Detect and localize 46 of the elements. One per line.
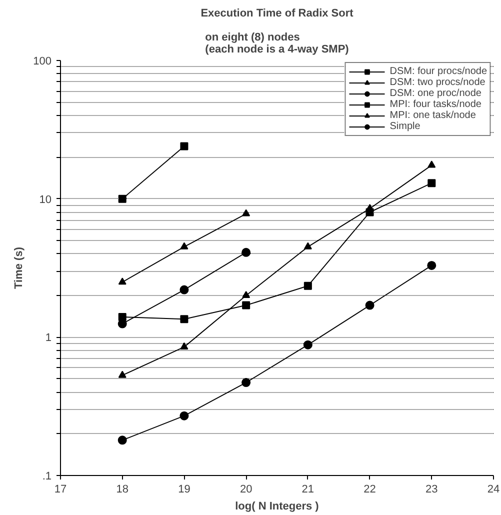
y-tick-label: 100 bbox=[33, 56, 52, 68]
x-tick-label: 20 bbox=[240, 484, 252, 496]
point bbox=[118, 278, 126, 285]
y-tick-label: 10 bbox=[39, 194, 52, 206]
point bbox=[180, 315, 188, 324]
legend-label: Simple bbox=[390, 121, 420, 132]
x-tick-label: 22 bbox=[364, 484, 376, 496]
x-tick-label: 18 bbox=[116, 484, 128, 496]
chart-subtitle: on eight (8) nodes (each node is a 4-way SMP) bbox=[205, 32, 350, 56]
chart-title: Execution Time of Radix Sort bbox=[200, 8, 354, 20]
point bbox=[118, 370, 126, 378]
point bbox=[428, 179, 436, 188]
point bbox=[366, 204, 374, 212]
point bbox=[242, 209, 250, 216]
point bbox=[118, 194, 126, 203]
point bbox=[427, 260, 436, 270]
x-tick-label: 17 bbox=[54, 484, 67, 496]
legend-label: DSM: four procs/node bbox=[390, 66, 487, 77]
legend-label: DSM: two procs/node bbox=[390, 77, 486, 88]
point bbox=[180, 142, 188, 150]
point bbox=[180, 342, 188, 350]
point bbox=[428, 160, 436, 168]
point bbox=[242, 301, 250, 310]
point bbox=[242, 290, 250, 298]
point bbox=[242, 378, 251, 388]
x-tick-label: 23 bbox=[426, 484, 438, 496]
x-tick-label: 19 bbox=[178, 484, 190, 496]
x-axis-title: log( N Integers ) bbox=[235, 500, 320, 512]
y-tick-label: 1 bbox=[45, 332, 52, 344]
y-tick-label: .1 bbox=[42, 470, 52, 482]
point bbox=[365, 300, 374, 310]
point bbox=[180, 242, 188, 250]
point bbox=[118, 436, 127, 445]
y-axis-title: Time (s) bbox=[13, 246, 26, 289]
point bbox=[180, 285, 189, 294]
x-tick-label: 21 bbox=[302, 484, 314, 496]
point bbox=[303, 340, 312, 350]
legend-label: DSM: one proc/node bbox=[390, 88, 482, 99]
x-tick-label: 24 bbox=[487, 484, 500, 496]
legend-label: MPI: four tasks/node bbox=[390, 99, 482, 110]
point bbox=[118, 312, 126, 321]
point bbox=[304, 242, 312, 250]
point bbox=[180, 411, 189, 420]
legend-label: MPI: one task/node bbox=[390, 110, 476, 121]
point bbox=[242, 248, 251, 257]
point bbox=[304, 282, 312, 290]
